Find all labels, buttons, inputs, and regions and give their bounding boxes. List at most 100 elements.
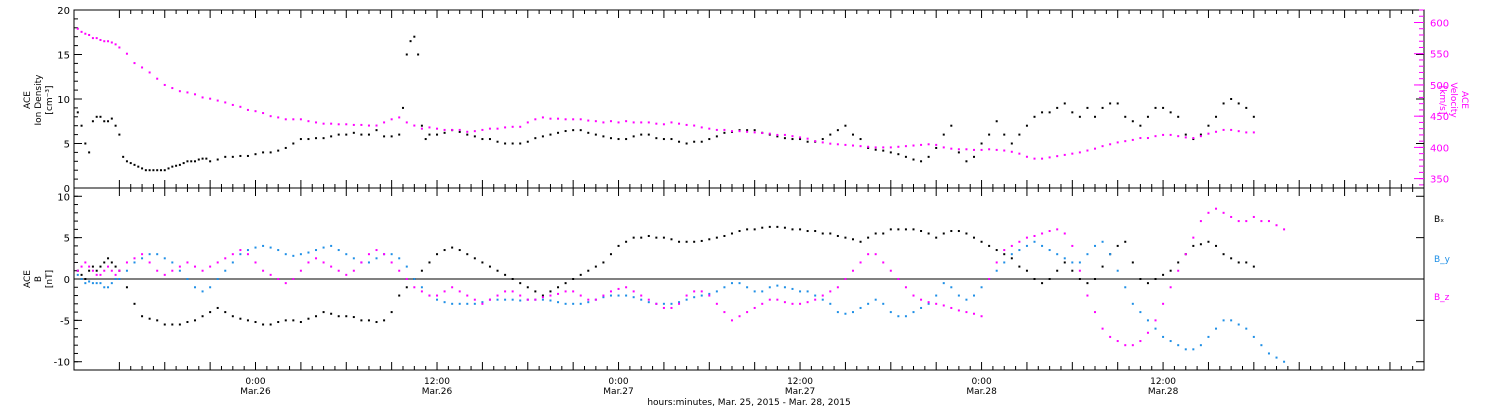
data-point: [1010, 142, 1013, 145]
data-point: [466, 253, 469, 256]
data-point: [1162, 133, 1165, 136]
data-point: [844, 278, 847, 280]
velocity-ylabel-line1: ACE: [1459, 91, 1469, 109]
data-point: [76, 27, 79, 30]
data-point: [640, 133, 643, 136]
data-point: [738, 129, 741, 132]
data-point: [1192, 348, 1195, 351]
data-point: [783, 226, 786, 229]
data-point: [1199, 133, 1202, 136]
data-point: [152, 169, 155, 172]
data-point: [1101, 265, 1104, 268]
data-point: [647, 121, 650, 124]
data-point: [133, 163, 136, 166]
data-point: [950, 306, 953, 309]
data-point: [95, 282, 98, 285]
data-point: [700, 140, 703, 143]
data-point: [927, 155, 930, 158]
data-point: [277, 321, 280, 324]
data-point: [1252, 215, 1255, 218]
data-point: [367, 261, 370, 264]
data-point: [549, 133, 552, 136]
data-point: [526, 286, 529, 289]
density-axis: 0 5 10 15 20: [57, 6, 1424, 195]
data-point: [178, 90, 181, 93]
data-point: [114, 265, 117, 268]
data-point: [95, 269, 98, 272]
data-point: [1230, 128, 1233, 131]
data-point: [1131, 344, 1134, 347]
data-point: [670, 121, 673, 124]
data-point: [564, 118, 567, 121]
data-point: [776, 298, 779, 301]
data-point: [1252, 131, 1255, 134]
data-point: [1025, 124, 1028, 127]
data-point: [95, 273, 98, 276]
data-point: [980, 142, 983, 145]
data-point: [209, 160, 212, 163]
data-point: [912, 158, 915, 161]
data-point: [1116, 102, 1119, 105]
data-point: [1283, 360, 1286, 363]
data-point: [670, 138, 673, 141]
data-point: [103, 269, 106, 272]
data-point: [110, 269, 113, 272]
data-point: [791, 302, 794, 305]
data-point: [91, 269, 94, 272]
data-point: [1003, 261, 1006, 264]
data-point: [1078, 151, 1081, 154]
data-point: [920, 143, 923, 146]
data-point: [428, 261, 431, 264]
data-point: [315, 257, 318, 260]
data-point: [897, 315, 900, 318]
data-point: [367, 124, 370, 127]
data-point: [254, 246, 257, 249]
data-point: [178, 163, 181, 166]
data-point: [1230, 215, 1233, 218]
data-point: [398, 269, 401, 272]
data-point: [496, 140, 499, 143]
data-point: [473, 130, 476, 133]
data-point: [1041, 157, 1044, 160]
data-point: [458, 128, 461, 131]
data-point: [889, 151, 892, 154]
data-point: [205, 157, 208, 160]
data-point: [685, 240, 688, 243]
data-point: [821, 141, 824, 144]
data-point: [443, 249, 446, 252]
data-point: [110, 282, 113, 285]
data-point: [1094, 278, 1097, 280]
magnetic-field-panel: -10 -5 0 5 10 ACE B [nT] Bₓ B_y B_z: [23, 187, 1451, 371]
data-point: [685, 142, 688, 145]
data-point: [541, 298, 544, 301]
b-tick-label: -5: [60, 316, 70, 327]
data-point: [345, 133, 348, 136]
data-point: [806, 290, 809, 293]
data-point: [99, 273, 102, 276]
data-point: [148, 317, 151, 320]
data-point: [103, 120, 106, 123]
data-point: [617, 121, 620, 124]
data-point: [1124, 115, 1127, 118]
data-point: [1048, 156, 1051, 159]
data-point: [708, 138, 711, 141]
data-point: [1245, 106, 1248, 109]
data-point: [1162, 302, 1165, 305]
data-point: [693, 240, 696, 243]
data-point: [851, 311, 854, 314]
data-point: [859, 261, 862, 264]
data-point: [579, 302, 582, 305]
data-point: [685, 294, 688, 297]
data-point: [526, 298, 529, 301]
data-point: [806, 230, 809, 233]
data-point: [572, 302, 575, 305]
data-point: [874, 232, 877, 235]
data-point: [1116, 244, 1119, 247]
data-point: [209, 97, 212, 100]
data-point: [844, 143, 847, 146]
data-point: [84, 32, 87, 35]
data-point: [262, 244, 265, 247]
data-point: [1116, 141, 1119, 144]
data-point: [375, 249, 378, 252]
data-point: [125, 286, 128, 289]
